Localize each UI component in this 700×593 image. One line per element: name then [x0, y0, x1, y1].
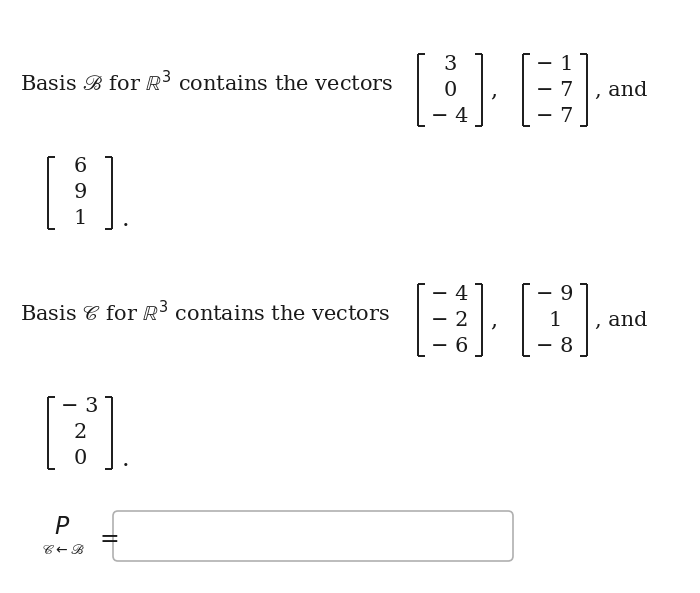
- Text: − 2: − 2: [431, 311, 469, 330]
- Text: 3: 3: [443, 55, 456, 74]
- Text: 1: 1: [548, 311, 561, 330]
- Text: − 4: − 4: [431, 285, 469, 304]
- Text: − 7: − 7: [536, 107, 574, 126]
- FancyBboxPatch shape: [113, 511, 513, 561]
- Text: ,: ,: [490, 79, 497, 101]
- Text: .: .: [122, 208, 130, 231]
- Text: 0: 0: [443, 81, 456, 100]
- Text: 1: 1: [74, 209, 87, 228]
- Text: ,: ,: [490, 309, 497, 331]
- Text: $=$: $=$: [95, 527, 119, 550]
- Text: − 3: − 3: [62, 397, 99, 416]
- Text: 2: 2: [74, 423, 87, 442]
- Text: − 4: − 4: [431, 107, 469, 126]
- Text: − 9: − 9: [536, 285, 574, 304]
- Text: $P$: $P$: [54, 517, 70, 540]
- Text: $\mathscr{C} \leftarrow \mathscr{B}$: $\mathscr{C} \leftarrow \mathscr{B}$: [42, 543, 85, 557]
- Text: 9: 9: [74, 183, 87, 202]
- Text: Basis $\mathscr{B}$ for $\mathbb{R}^3$ contains the vectors: Basis $\mathscr{B}$ for $\mathbb{R}^3$ c…: [20, 71, 393, 95]
- Text: , and: , and: [595, 81, 648, 100]
- Text: 6: 6: [74, 158, 87, 177]
- Text: − 6: − 6: [431, 336, 469, 355]
- Text: .: .: [122, 448, 130, 470]
- Text: 0: 0: [74, 449, 87, 468]
- Text: − 7: − 7: [536, 81, 574, 100]
- Text: , and: , and: [595, 311, 648, 330]
- Text: − 8: − 8: [536, 336, 574, 355]
- Text: − 1: − 1: [536, 55, 574, 74]
- Text: Basis $\mathscr{C}$ for $\mathbb{R}^3$ contains the vectors: Basis $\mathscr{C}$ for $\mathbb{R}^3$ c…: [20, 301, 390, 326]
